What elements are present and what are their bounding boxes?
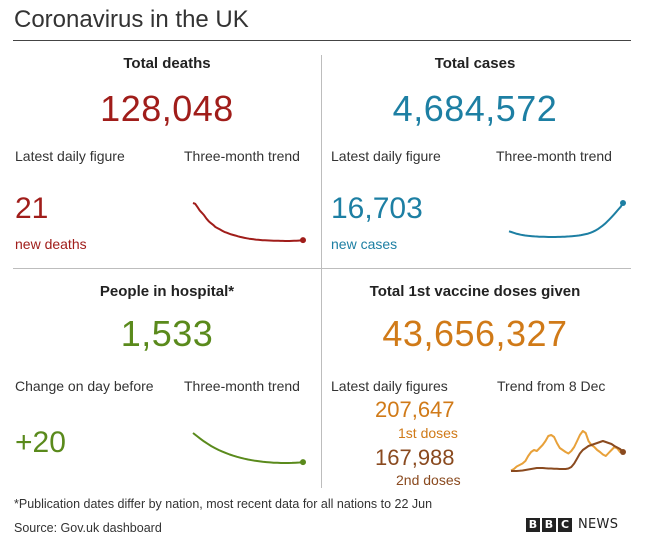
vaccine-heading: Total 1st vaccine doses given [369,283,581,300]
vaccine-trend-sparkline [510,430,626,472]
second-doses-trend-end-dot [620,449,626,455]
vaccine-daily-label: Latest daily figures [331,378,448,394]
second-doses-caption: 2nd doses [396,472,461,488]
first-doses-trend-line [510,430,624,472]
second-doses-trend-line [511,440,624,472]
deaths-trend-sparkline [192,202,306,244]
hospital-trend-end-dot [300,459,306,466]
bbc-letter-b1: B [526,517,540,532]
bbc-letter-c: C [558,517,572,532]
page-title: Coronavirus in the UK [14,6,249,33]
deaths-daily-value: 21 [15,192,49,225]
vaccine-total: 43,656,327 [382,313,568,354]
bbc-letter-b2: B [542,517,556,532]
cases-daily-label: Latest daily figure [331,148,441,164]
deaths-daily-caption: new deaths [15,236,87,252]
cases-trend-sparkline [508,200,626,238]
cases-total: 4,684,572 [392,88,558,129]
second-doses-value: 167,988 [375,445,455,470]
hospital-trend-sparkline [192,432,306,466]
cases-trend-label: Three-month trend [496,148,612,164]
hospital-daily-label: Change on day before [15,378,154,394]
cases-daily-value: 16,703 [331,192,423,225]
title-rule [13,40,631,41]
hospital-daily-value: +20 [15,426,66,459]
deaths-trend-end-dot [300,237,306,244]
cases-daily-caption: new cases [331,236,398,252]
deaths-trend-label: Three-month trend [184,148,300,164]
deaths-trend-line [192,202,304,242]
deaths-heading: Total deaths [123,55,211,72]
hospital-total: 1,533 [120,313,214,354]
bbc-news-wordmark: NEWS [578,517,619,532]
cases-trend-line [508,202,624,238]
vertical-divider [321,55,322,488]
deaths-total: 128,048 [100,88,234,129]
horizontal-divider [13,268,631,269]
source-note: Source: Gov.uk dashboard [14,521,162,535]
cases-trend-end-dot [620,200,626,206]
bbc-news-logo: B B C NEWS [526,517,618,532]
deaths-daily-label: Latest daily figure [15,148,125,164]
cases-heading: Total cases [434,55,516,72]
first-doses-caption: 1st doses [398,425,458,441]
hospital-heading: People in hospital* [99,283,235,300]
hospital-trend-line [192,432,304,464]
hospital-trend-label: Three-month trend [184,378,300,394]
vaccine-trend-label: Trend from 8 Dec [497,378,606,394]
footnote: *Publication dates differ by nation, mos… [14,497,433,511]
first-doses-value: 207,647 [375,397,455,422]
